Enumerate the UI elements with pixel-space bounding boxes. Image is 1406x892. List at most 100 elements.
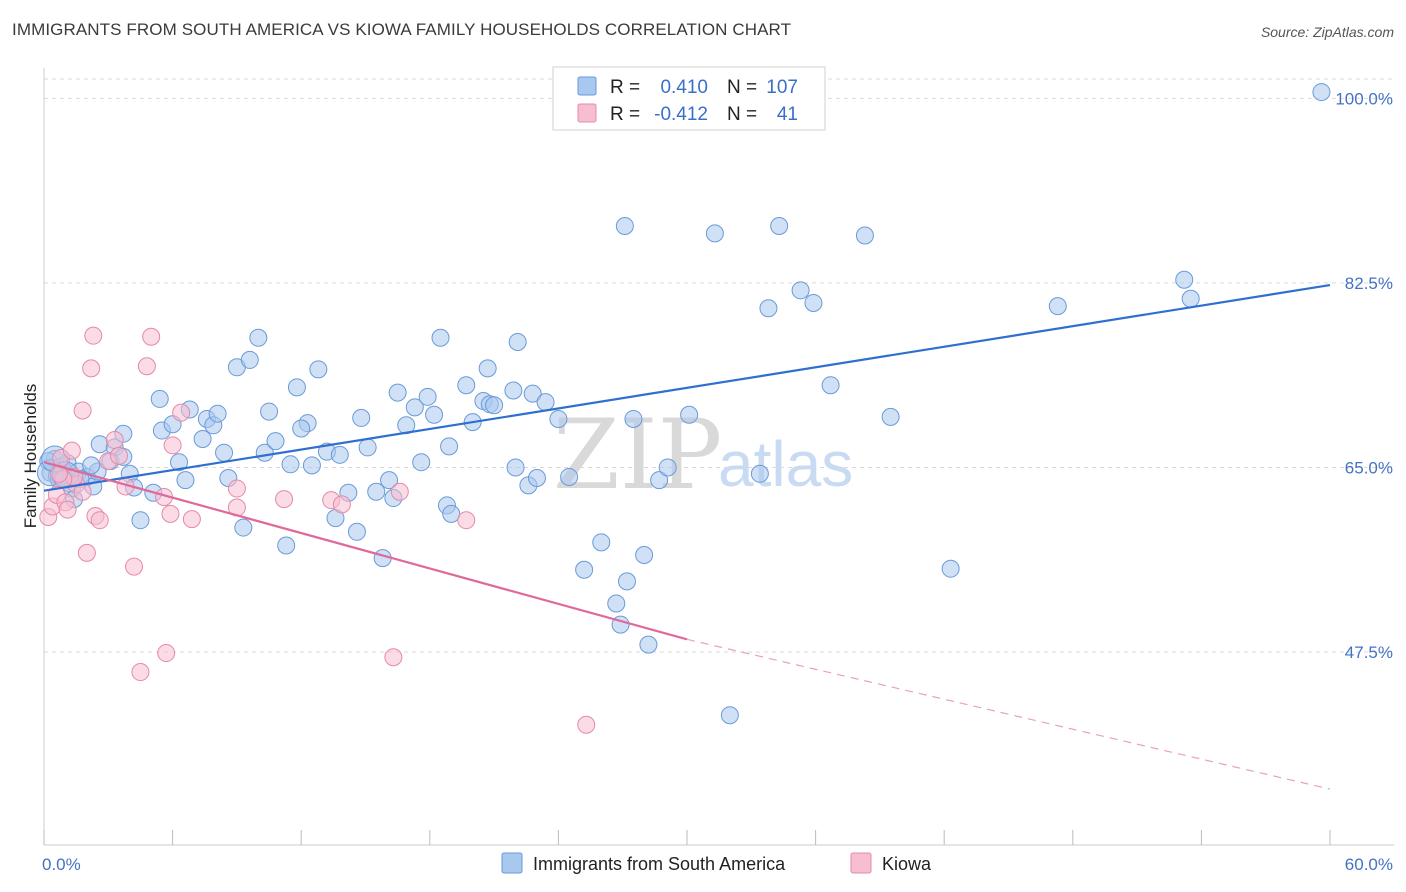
data-point <box>855 226 874 245</box>
legend-swatch-pink <box>577 103 597 123</box>
legend-n-label-1: N = <box>727 77 757 98</box>
data-point <box>125 557 144 576</box>
y-tick-labels: 47.5% 65.0% 82.5% 100.0% <box>1335 89 1393 662</box>
data-point <box>170 453 189 472</box>
data-point <box>457 511 476 530</box>
data-point <box>750 464 769 483</box>
data-point <box>607 594 626 613</box>
data-point <box>523 384 542 403</box>
trend-line-immigrants <box>43 283 1331 492</box>
data-point <box>302 456 321 475</box>
legend-swatch-blue <box>577 76 597 96</box>
data-point <box>62 441 81 460</box>
data-point <box>791 281 810 300</box>
y-tick-label: 65.0% <box>1345 458 1393 477</box>
data-point <box>249 328 268 347</box>
data-point <box>82 456 101 475</box>
data-point <box>131 663 150 682</box>
data-point <box>658 458 677 477</box>
data-point <box>390 482 409 501</box>
data-point <box>442 504 461 523</box>
data-point <box>234 518 253 537</box>
data-point <box>131 511 150 530</box>
data-point <box>137 357 156 376</box>
data-point <box>431 328 450 347</box>
data-point <box>418 387 437 406</box>
bottom-legend-swatch-immigrants <box>501 852 523 874</box>
data-point <box>84 326 103 345</box>
data-point <box>215 443 234 462</box>
bottom-legend-label-kiowa: Kiowa <box>882 854 932 874</box>
data-point <box>639 635 658 654</box>
data-point <box>504 381 523 400</box>
data-point <box>208 404 227 423</box>
data-point <box>508 332 527 351</box>
source-label: Source: ZipAtlas.com <box>1260 24 1394 40</box>
data-point <box>881 407 900 426</box>
data-point <box>821 376 840 395</box>
data-point <box>150 389 169 408</box>
data-point <box>1175 270 1194 289</box>
data-point <box>478 359 497 378</box>
data-point <box>227 479 246 498</box>
data-point <box>157 644 176 663</box>
data-point <box>457 376 476 395</box>
data-point <box>309 360 328 379</box>
data-point <box>720 706 739 725</box>
data-point <box>277 536 296 555</box>
legend-n-value-1: 107 <box>766 77 798 98</box>
trend-lines <box>43 283 1331 790</box>
data-point <box>680 405 699 424</box>
data-point <box>82 359 101 378</box>
bottom-legend: Immigrants from South America Kiowa <box>501 852 932 874</box>
bottom-legend-label-immigrants: Immigrants from South America <box>533 854 786 874</box>
data-point <box>405 398 424 417</box>
legend-r-value-1: 0.410 <box>660 77 708 98</box>
data-point <box>650 471 669 490</box>
data-point <box>275 490 294 509</box>
data-point <box>1181 289 1200 308</box>
x-ticks <box>43 830 1331 845</box>
data-point <box>412 453 431 472</box>
data-point <box>90 435 109 454</box>
data-point <box>804 293 823 312</box>
trend-line-kiowa <box>43 461 688 641</box>
data-point <box>330 445 349 464</box>
y-tick-label: 82.5% <box>1345 274 1393 293</box>
data-point <box>1048 297 1067 316</box>
data-point <box>624 409 643 428</box>
data-point <box>287 378 306 397</box>
legend-r-label-2: R = <box>610 104 640 125</box>
data-point <box>527 469 546 488</box>
data-point <box>176 471 195 490</box>
data-point <box>163 436 182 455</box>
data-point <box>172 403 191 422</box>
legend-n-label-2: N = <box>727 104 757 125</box>
y-tick-label: 100.0% <box>1335 89 1393 108</box>
data-point <box>380 471 399 490</box>
data-point <box>425 405 444 424</box>
data-point <box>635 545 654 564</box>
series-kiowa-points <box>39 326 596 734</box>
data-point <box>617 572 636 591</box>
data-point <box>560 467 579 486</box>
data-point <box>332 495 351 514</box>
data-point <box>182 510 201 529</box>
data-point <box>577 715 596 734</box>
data-point <box>384 648 403 667</box>
watermark-atlas: atlas <box>718 428 853 500</box>
data-point <box>1312 83 1331 102</box>
data-point <box>485 396 504 415</box>
data-point <box>110 446 129 465</box>
data-point <box>281 455 300 474</box>
data-point <box>705 224 724 243</box>
data-point <box>941 559 960 578</box>
legend-r-label-1: R = <box>610 77 640 98</box>
data-point <box>506 458 525 477</box>
data-point <box>193 429 212 448</box>
data-point <box>759 299 778 318</box>
data-point <box>536 393 555 412</box>
legend-r-value-2: -0.412 <box>654 104 708 125</box>
data-point <box>240 350 259 369</box>
